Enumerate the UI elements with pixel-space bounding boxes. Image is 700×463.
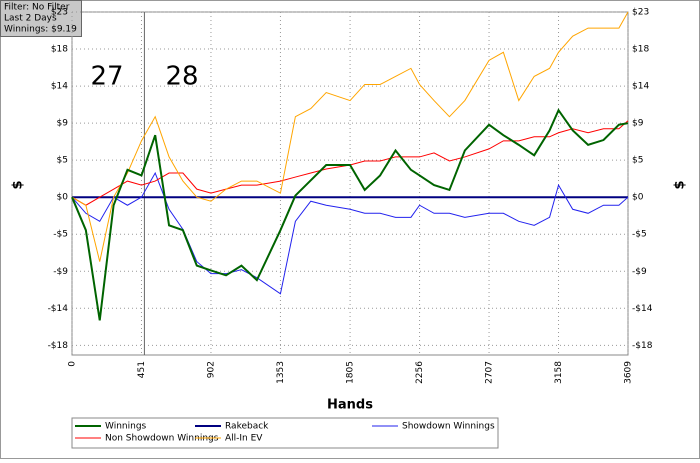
y-tick-label: $14	[51, 82, 68, 92]
series-line	[71, 108, 629, 321]
y2-axis-title: $	[673, 180, 688, 189]
plot-area	[71, 11, 629, 356]
annotation: 27	[90, 62, 123, 92]
y2-tick-label: $23	[632, 8, 649, 18]
y-tick-label: -$14	[48, 304, 69, 314]
legend	[71, 417, 499, 449]
y-tick-label: -$18	[48, 341, 69, 351]
info-line: Last 2 Days	[4, 14, 57, 24]
legend-label: Rakeback	[225, 422, 269, 432]
series-line	[71, 120, 629, 206]
y2-tick-label: $5	[632, 156, 643, 166]
x-tick-label: 0	[68, 361, 78, 367]
y2-tick-label: -$9	[632, 267, 647, 277]
info-line: Winnings: $9.19	[4, 25, 77, 35]
x-axis-title: Hands	[327, 398, 373, 413]
x-tick-label: 451	[137, 361, 147, 378]
y-tick-label: $9	[57, 119, 69, 129]
y-tick-label: -$9	[53, 267, 68, 277]
y2-tick-label: $9	[632, 119, 644, 129]
series-line	[71, 11, 629, 262]
y2-tick-label: $0	[632, 193, 644, 203]
legend-label: Winnings	[105, 422, 147, 432]
x-tick-label: 1805	[346, 361, 356, 384]
y2-tick-label: -$14	[632, 304, 653, 314]
y-tick-label: $5	[57, 156, 68, 166]
legend-label: Non Showdown Winnings	[105, 434, 219, 444]
series-line	[71, 171, 629, 295]
legend-label: All-In EV	[225, 434, 263, 444]
y-axis-title: $	[11, 180, 26, 189]
x-tick-label: 902	[206, 361, 216, 378]
x-tick-label: 3609	[624, 361, 634, 384]
x-tick-label: 2256	[415, 361, 425, 384]
y-tick-label: -$5	[53, 230, 68, 240]
y-tick-label: $23	[51, 8, 68, 18]
legend-label: Showdown Winnings	[402, 422, 495, 432]
y-tick-label: $18	[51, 45, 68, 55]
y2-tick-label: -$5	[632, 230, 647, 240]
x-tick-label: 3158	[554, 361, 564, 384]
annotation: 28	[165, 62, 198, 92]
y2-tick-label: $14	[632, 82, 649, 92]
x-tick-label: 2707	[485, 361, 495, 384]
info-box	[0, 0, 82, 37]
x-tick-label: 1353	[276, 361, 286, 384]
info-line: Filter: No Filter	[4, 3, 70, 13]
y-tick-label: $0	[57, 193, 69, 203]
y2-tick-label: $18	[632, 45, 649, 55]
y2-tick-label: -$18	[632, 341, 653, 351]
